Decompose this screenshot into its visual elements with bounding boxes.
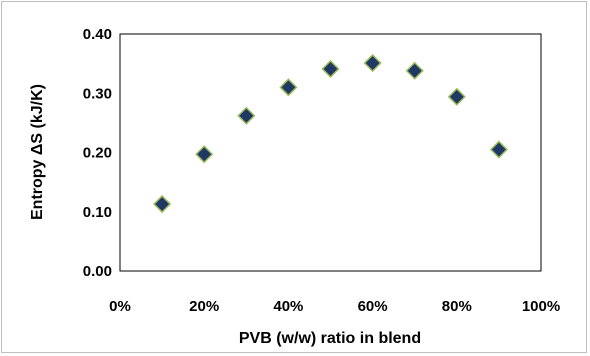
data-point: [195, 145, 214, 164]
y-tick-label: 0.40: [83, 26, 112, 43]
x-tick-label: 40%: [273, 298, 303, 315]
data-point: [447, 87, 466, 106]
x-tick-label: 100%: [522, 298, 560, 315]
y-tick-labels: 0.00 0.10 0.20 0.30 0.40: [83, 26, 112, 280]
data-point: [279, 78, 298, 97]
data-points: [153, 53, 508, 214]
data-point: [363, 53, 382, 73]
y-tick-label: 0.00: [83, 263, 112, 280]
y-axis-title: Entropy ΔS (kJ/K): [29, 84, 46, 220]
x-axis-title: PVB (w/w) ratio in blend: [239, 330, 421, 347]
data-point: [405, 61, 424, 80]
y-tick-label: 0.30: [83, 85, 112, 102]
data-point: [321, 59, 340, 79]
data-point: [489, 140, 508, 159]
x-tick-label: 80%: [442, 298, 472, 315]
x-tick-label: 60%: [358, 298, 388, 315]
data-point: [237, 106, 256, 125]
y-tick-label: 0.10: [83, 204, 112, 221]
data-point: [153, 194, 172, 214]
x-tick-label: 0%: [109, 298, 131, 315]
y-tick-label: 0.20: [83, 145, 112, 162]
x-tick-labels: 0% 20% 40% 60% 80% 100%: [109, 298, 560, 315]
x-tick-label: 20%: [189, 298, 219, 315]
